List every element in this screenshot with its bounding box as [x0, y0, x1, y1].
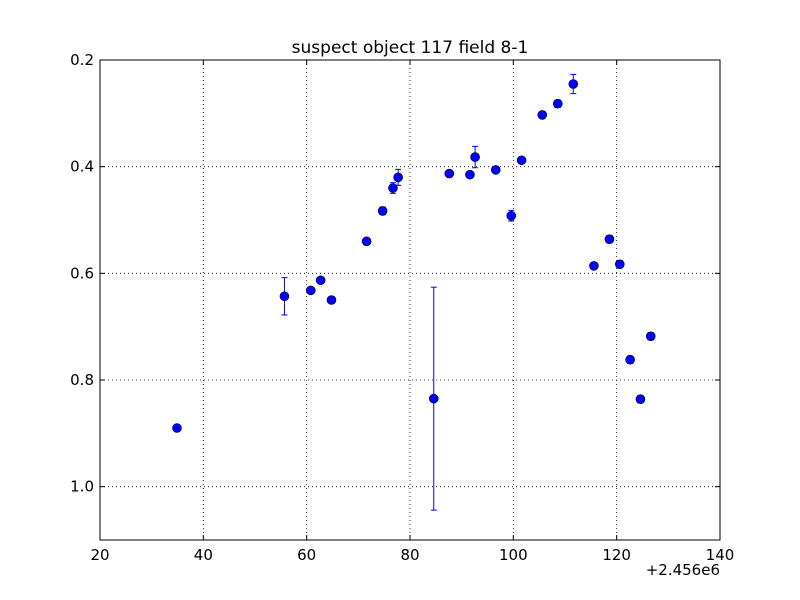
data-point — [315, 275, 326, 286]
data-point — [625, 354, 635, 365]
y-tick-label: 0.4 — [70, 158, 94, 176]
x-tick-label: 140 — [706, 546, 735, 564]
tick-labels: 20 40 60 80 100 120 140 0.2 0.4 0.6 0.8 1.0 — [70, 51, 734, 564]
x-tick-label: 40 — [194, 546, 213, 564]
x-tick-label: 120 — [602, 546, 631, 564]
data-point — [388, 183, 398, 193]
data-point — [604, 234, 615, 244]
data-point — [614, 259, 625, 270]
data-point — [589, 261, 599, 271]
data-point — [326, 295, 337, 305]
data-point — [465, 169, 475, 180]
axis-ticks — [99, 59, 721, 540]
data-point — [645, 331, 656, 342]
data-point — [172, 423, 182, 433]
y-tick-label: 0.6 — [70, 264, 94, 282]
data-point — [305, 285, 316, 296]
data-point — [635, 394, 646, 405]
x-tick-label: 60 — [297, 546, 316, 564]
data-markers — [172, 79, 656, 433]
data-point — [279, 291, 290, 302]
y-tick-label: 1.0 — [70, 478, 94, 496]
y-tick-label: 0.2 — [70, 51, 94, 69]
x-tick-label: 80 — [400, 546, 419, 564]
data-point — [361, 236, 372, 247]
chart-title: suspect object 117 field 8-1 — [292, 38, 529, 58]
data-point — [506, 210, 517, 221]
grid-lines — [100, 60, 720, 540]
data-point — [444, 168, 455, 179]
data-point — [377, 206, 388, 216]
data-point — [428, 393, 439, 404]
x-tick-label: 100 — [499, 546, 528, 564]
y-tick-label: 0.8 — [70, 371, 94, 389]
data-point — [393, 172, 403, 183]
x-axis-offset-label: +2.456e6 — [646, 561, 720, 579]
data-point — [490, 165, 501, 175]
data-point — [568, 79, 579, 89]
data-point — [516, 155, 527, 166]
x-tick-label: 20 — [90, 546, 109, 564]
data-point — [552, 98, 563, 109]
data-point — [470, 152, 480, 162]
data-point — [537, 110, 548, 120]
